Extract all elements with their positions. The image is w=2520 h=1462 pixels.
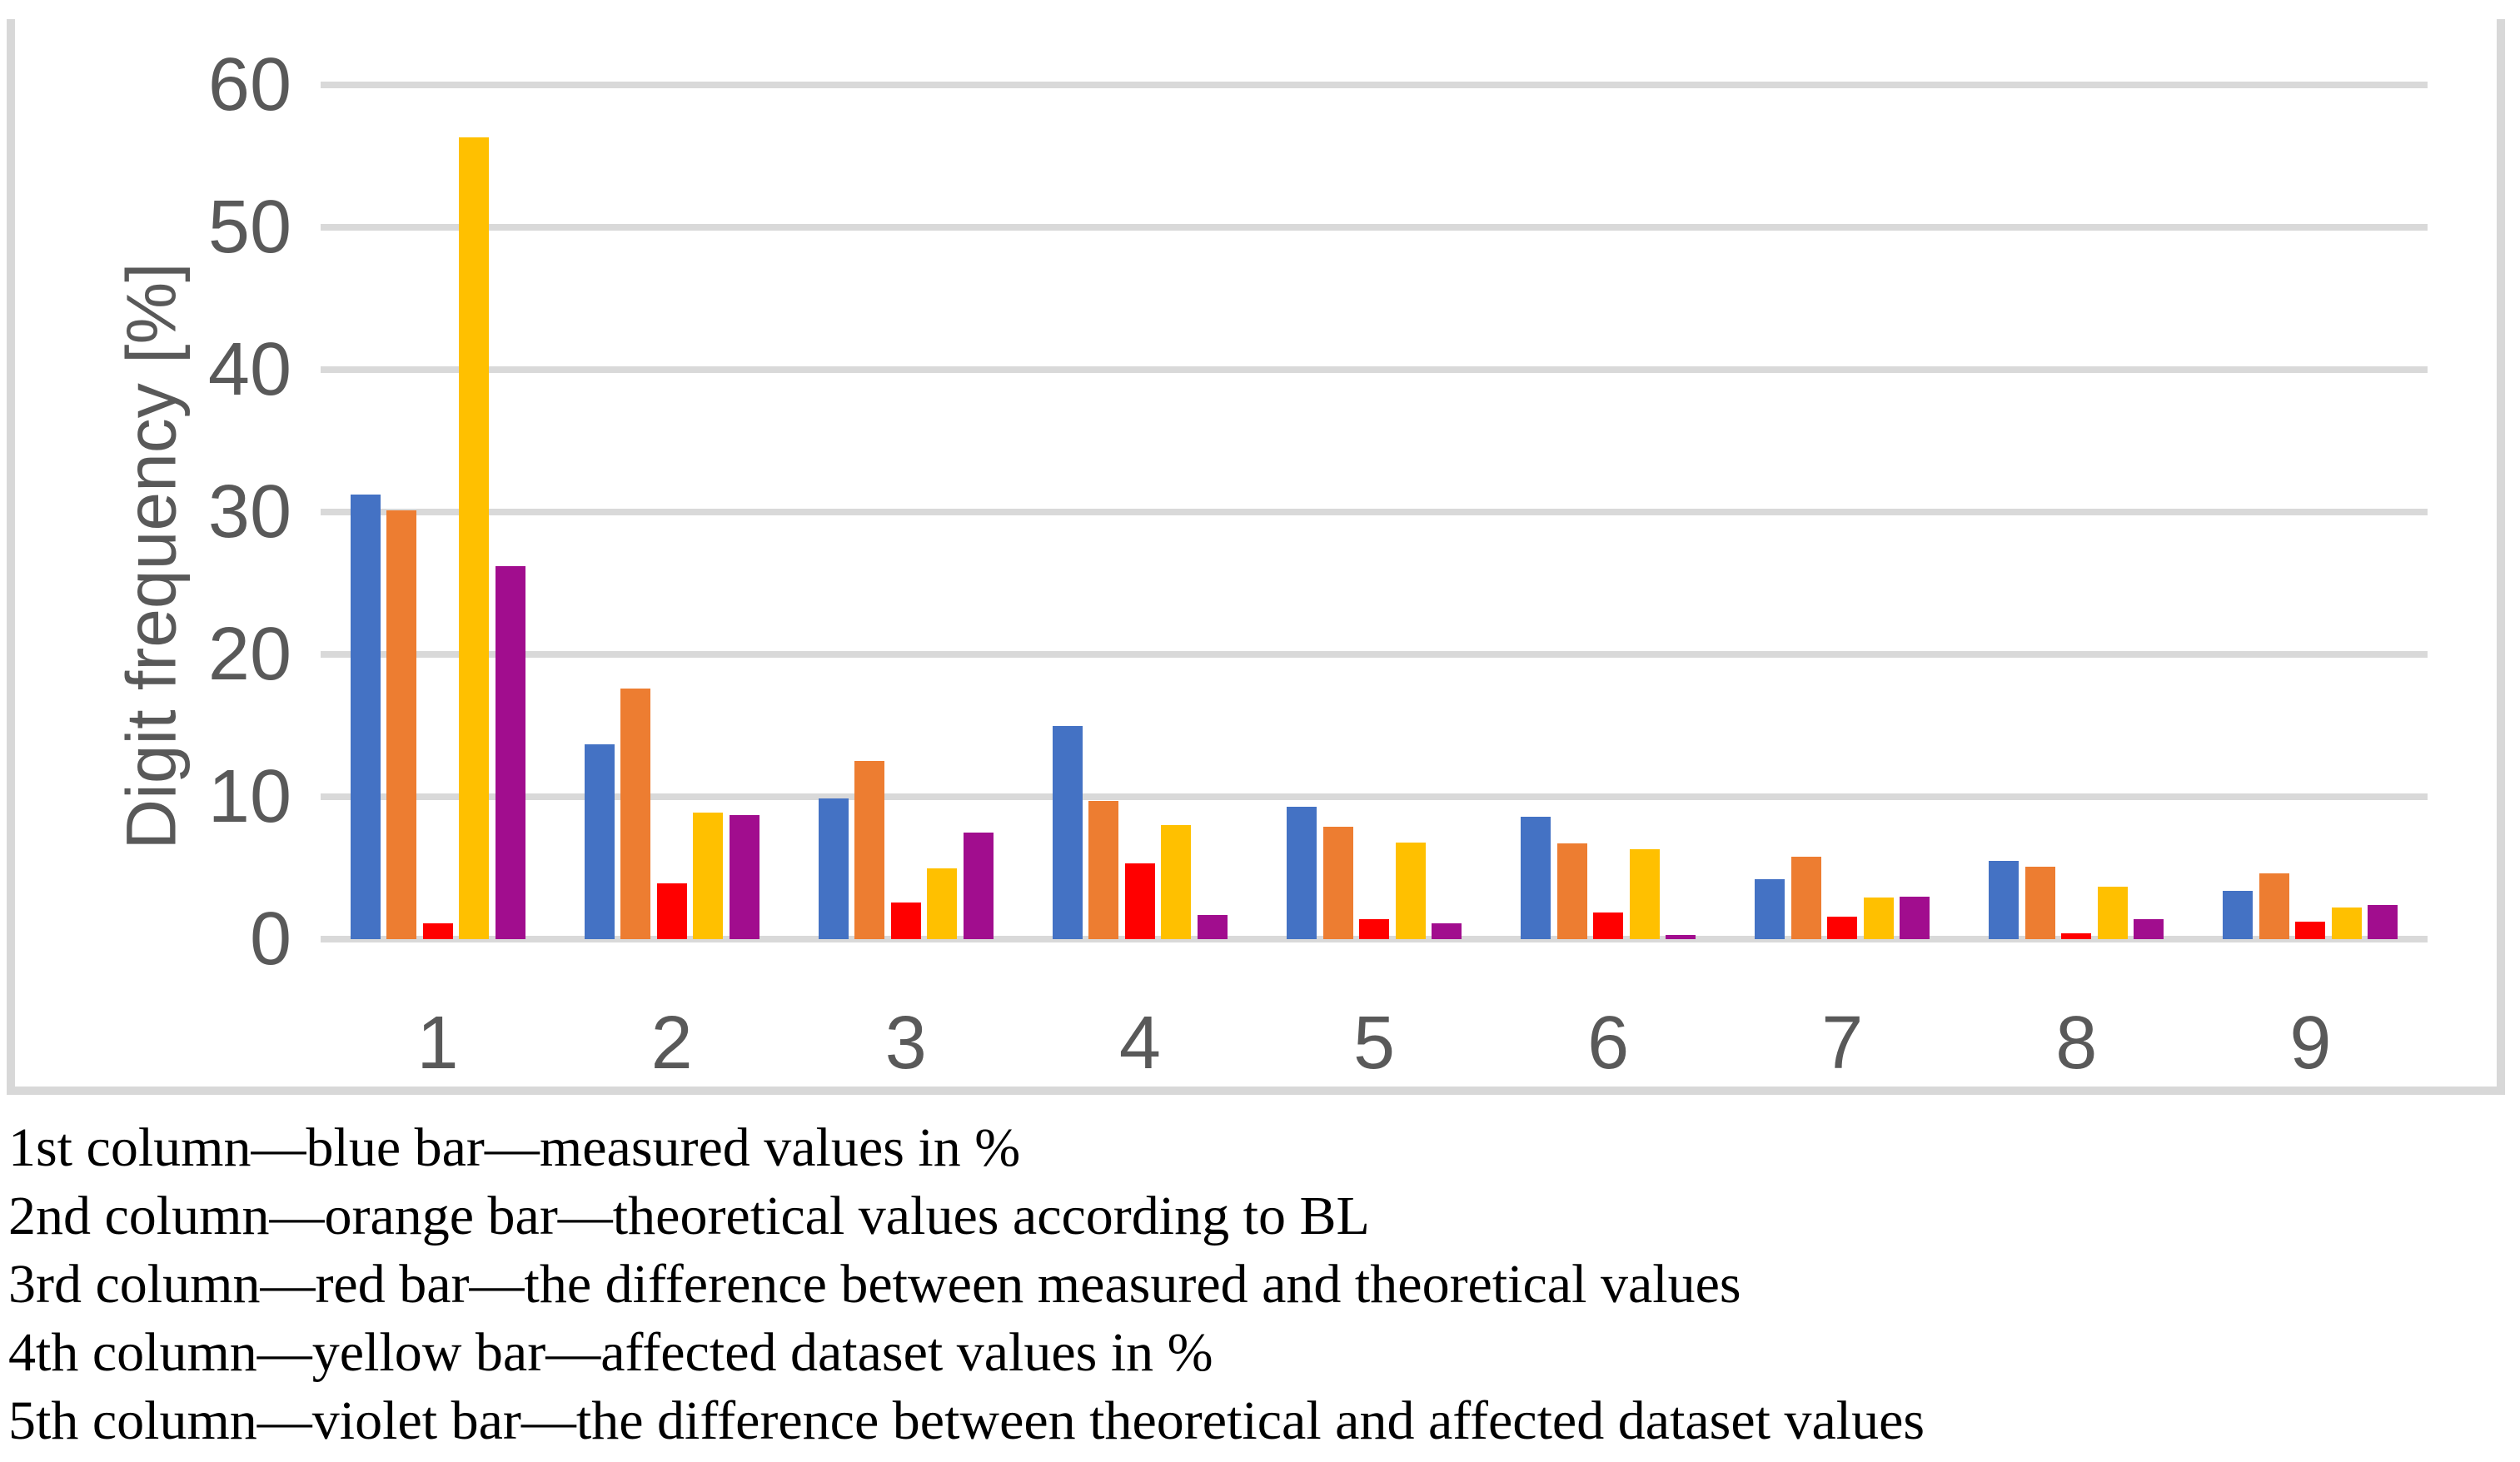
bar-2-series-4 xyxy=(693,812,724,939)
bar-7-series-5 xyxy=(1900,896,1930,939)
bar-6-series-2 xyxy=(1556,843,1587,939)
bar-1-series-5 xyxy=(495,565,525,939)
caption-line-5: 5th column—violet bar—the difference bet… xyxy=(8,1390,1925,1451)
caption-line-1: 1st column—blue bar—measured values in % xyxy=(8,1117,1021,1178)
bar-1-series-2 xyxy=(386,510,417,939)
caption-line-3: 3rd column—red bar—the difference betwee… xyxy=(8,1254,1741,1315)
bar-9-series-2 xyxy=(2259,873,2289,939)
bar-8-series-3 xyxy=(2061,933,2092,939)
y-tick-label-30: 30 xyxy=(207,470,291,554)
bar-7-series-4 xyxy=(1863,898,1894,939)
bar-7-series-1 xyxy=(1755,879,1785,939)
gridline-y-50 xyxy=(321,224,2428,231)
bar-3-series-3 xyxy=(890,902,921,939)
bar-3-series-5 xyxy=(963,832,994,939)
x-tick-label-9: 9 xyxy=(2289,1002,2332,1085)
bar-4-series-5 xyxy=(1197,914,1228,939)
bar-8-series-1 xyxy=(1989,860,2019,939)
bar-9-series-5 xyxy=(2368,904,2398,939)
x-tick-label-8: 8 xyxy=(2055,1002,2098,1085)
bar-5-series-2 xyxy=(1322,826,1353,939)
bar-5-series-3 xyxy=(1359,919,1389,939)
bar-6-series-3 xyxy=(1593,912,1624,939)
gridline-y-0 xyxy=(321,936,2428,942)
bar-2-series-2 xyxy=(620,689,651,939)
bar-1-series-1 xyxy=(350,495,381,939)
bar-1-series-3 xyxy=(422,923,453,939)
bar-6-series-4 xyxy=(1629,849,1660,939)
bar-2-series-3 xyxy=(656,883,687,939)
bar-3-series-2 xyxy=(854,761,885,939)
gridline-y-10 xyxy=(321,793,2428,800)
y-tick-label-50: 50 xyxy=(207,186,291,269)
bar-8-series-4 xyxy=(2097,886,2128,939)
x-tick-label-5: 5 xyxy=(1352,1002,1396,1085)
bar-6-series-5 xyxy=(1666,934,1696,939)
bar-4-series-1 xyxy=(1052,725,1083,939)
caption-line-2: 2nd column—orange bar—theoretical values… xyxy=(8,1186,1370,1246)
y-tick-label-40: 40 xyxy=(207,328,291,411)
bar-4-series-4 xyxy=(1161,825,1192,939)
x-tick-label-2: 2 xyxy=(650,1002,693,1085)
bar-4-series-2 xyxy=(1088,801,1119,939)
bar-7-series-3 xyxy=(1827,916,1858,939)
y-tick-label-60: 60 xyxy=(207,43,291,127)
gridline-y-20 xyxy=(321,651,2428,658)
y-axis-title-text: Digit frequency [%] xyxy=(112,262,191,850)
y-tick-label-10: 10 xyxy=(207,755,291,838)
x-tick-label-1: 1 xyxy=(416,1002,459,1085)
bar-6-series-1 xyxy=(1521,816,1551,939)
y-tick-label-0: 0 xyxy=(249,898,291,981)
x-tick-label-6: 6 xyxy=(1587,1002,1630,1085)
bar-5-series-4 xyxy=(1395,842,1426,939)
figure-border xyxy=(7,19,2505,1095)
bar-2-series-1 xyxy=(584,743,615,939)
bar-7-series-2 xyxy=(1790,856,1821,939)
bar-9-series-3 xyxy=(2295,922,2326,939)
figure-caption: 1st column—blue bar—measured values in %… xyxy=(8,1114,2507,1455)
bar-4-series-3 xyxy=(1124,863,1155,939)
bar-5-series-1 xyxy=(1287,806,1317,939)
bar-2-series-5 xyxy=(729,815,759,939)
x-tick-label-4: 4 xyxy=(1118,1002,1161,1085)
bar-3-series-1 xyxy=(818,798,849,939)
bar-3-series-4 xyxy=(927,868,958,939)
caption-line-4: 4th column—yellow bar—affected dataset v… xyxy=(8,1322,1213,1383)
bar-1-series-4 xyxy=(459,137,490,939)
gridline-y-60 xyxy=(321,82,2428,88)
bar-8-series-5 xyxy=(2134,919,2164,939)
y-tick-label-20: 20 xyxy=(207,613,291,696)
bar-5-series-5 xyxy=(1432,923,1462,939)
gridline-y-40 xyxy=(321,366,2428,373)
bar-9-series-1 xyxy=(2223,890,2254,939)
x-tick-label-7: 7 xyxy=(1821,1002,1864,1085)
gridline-y-30 xyxy=(321,509,2428,515)
bar-9-series-4 xyxy=(2331,908,2362,939)
bar-8-series-2 xyxy=(2024,866,2055,939)
x-tick-label-3: 3 xyxy=(884,1002,927,1085)
